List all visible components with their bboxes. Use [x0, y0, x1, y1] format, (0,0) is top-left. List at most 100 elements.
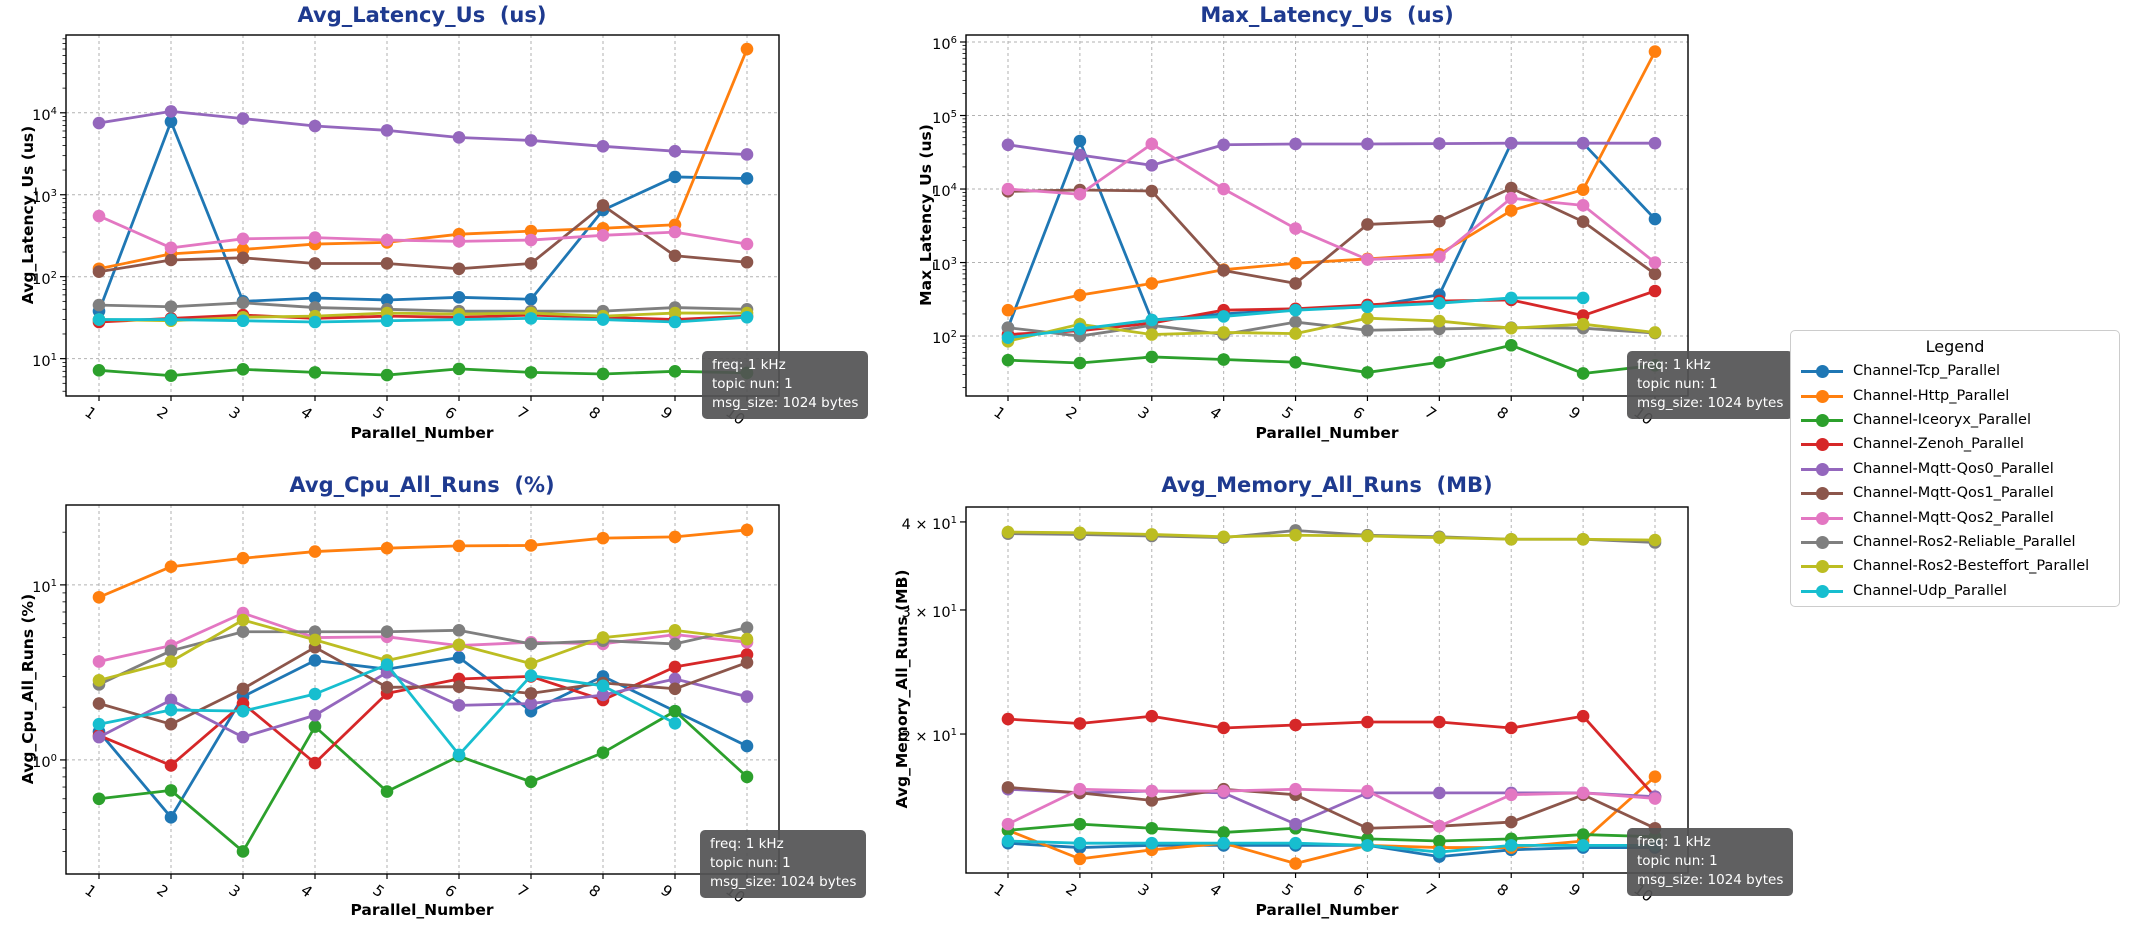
series-point [1504, 338, 1518, 352]
y-tick-label: 100 [32, 752, 57, 771]
series-point [164, 784, 178, 797]
series-point [668, 144, 682, 158]
series-point [668, 365, 682, 378]
annotation-line: msg_size: 1024 bytes [710, 874, 857, 890]
series-point [380, 124, 394, 137]
series-point [380, 658, 394, 671]
series-point [1361, 784, 1374, 798]
legend-item: Channel-Zenoh_Parallel [1791, 432, 2119, 456]
series-point [1217, 530, 1230, 544]
legend-item: Channel-Tcp_Parallel [1791, 359, 2119, 383]
legend-item-label: Channel-Mqtt-Qos2_Parallel [1853, 509, 2054, 526]
series-point [1073, 526, 1087, 540]
series-point [1217, 326, 1230, 339]
y-tick-label: 102 [932, 329, 957, 347]
legend: Legend Channel-Tcp_Parallel Channel-Http_… [1790, 330, 2120, 607]
series-point [1289, 857, 1302, 870]
series-point [1073, 322, 1087, 336]
legend-item: Channel-Http_Parallel [1791, 383, 2119, 407]
series-point [452, 748, 466, 762]
series-point [524, 233, 538, 247]
series-point [740, 621, 754, 634]
series-point [596, 313, 610, 326]
series-point [92, 265, 106, 279]
series-point [1289, 277, 1302, 290]
series-point [92, 364, 106, 377]
series-point [308, 315, 322, 329]
legend-marker-icon [1801, 389, 1843, 403]
series-point [236, 314, 250, 328]
legend-item-label: Channel-Ros2-Besteffort_Parallel [1853, 558, 2090, 575]
legend-item: Channel-Iceoryx_Parallel [1791, 408, 2119, 432]
series-point [1073, 782, 1087, 796]
series-point [740, 632, 754, 646]
series-point [452, 624, 466, 637]
series-point [164, 655, 178, 668]
series-line [1007, 343, 1656, 375]
series-point [164, 313, 178, 326]
x-axis-label-max-latency: Parallel_Number [1255, 424, 1399, 442]
series-point [1145, 277, 1159, 290]
series-point [1361, 715, 1374, 729]
series-point [524, 292, 538, 306]
series-point [1576, 136, 1590, 150]
series-point [596, 367, 610, 381]
series-line [98, 611, 748, 663]
series-point [1289, 222, 1302, 235]
annotation-line: freq: 1 kHz [710, 836, 784, 852]
y-axis-label-avg-latency: Avg_Latency_Us (us) [19, 125, 37, 305]
series-point [1648, 267, 1662, 281]
series-point [380, 680, 394, 694]
series-point [1433, 355, 1446, 369]
series-point [1648, 45, 1662, 58]
series-point [1073, 134, 1087, 148]
y-tick-label: 104 [932, 182, 957, 200]
x-axis-label-avg-latency: Parallel_Number [350, 424, 494, 442]
series-point [92, 116, 106, 130]
series-line [1007, 142, 1656, 264]
series-point [452, 131, 466, 144]
series-point [740, 656, 754, 669]
series-point [596, 531, 610, 545]
series-point [236, 112, 250, 125]
series-point [380, 368, 394, 382]
series-point [1576, 309, 1590, 322]
series-line [1007, 289, 1656, 336]
legend-marker-icon [1801, 486, 1843, 501]
series-point [1504, 788, 1518, 802]
series-point [1504, 321, 1518, 335]
series-point [740, 310, 754, 324]
series-line [98, 618, 748, 682]
y-axis-label-max-latency: Max_Latency_Us (us) [917, 124, 935, 306]
series-point [668, 170, 682, 184]
series-point [1217, 784, 1230, 798]
annotation-box-avg-memory: freq: 1 kHz topic nun: 1 msg_size: 1024 … [1627, 828, 1794, 896]
series-point [308, 654, 322, 667]
series-point [1361, 366, 1374, 379]
series-point [1001, 525, 1015, 539]
series-line [1007, 787, 1656, 828]
legend-marker-icon [1801, 559, 1843, 574]
series-point [668, 249, 682, 263]
series-line [98, 204, 748, 274]
series-point [1073, 187, 1087, 201]
series-point [1433, 819, 1446, 833]
axes-frame [965, 34, 1689, 397]
series-point [1145, 794, 1159, 807]
series-point [1145, 184, 1159, 198]
series-point [1001, 321, 1015, 334]
legend-item-label: Channel-Mqtt-Qos0_Parallel [1853, 460, 2054, 477]
series-point [1576, 839, 1590, 852]
series-point [1504, 532, 1518, 546]
legend-title: Legend [1925, 337, 1985, 356]
legend-item-label: Channel-Iceoryx_Parallel [1853, 411, 2032, 428]
y-tick-label: 101 [32, 351, 57, 370]
series-point [1001, 781, 1015, 794]
series-point [1073, 356, 1087, 370]
series-point [1145, 784, 1159, 798]
series-point [740, 237, 754, 251]
series-point [380, 257, 394, 270]
annotation-line: freq: 1 kHz [1637, 834, 1711, 850]
series-point [668, 672, 682, 686]
